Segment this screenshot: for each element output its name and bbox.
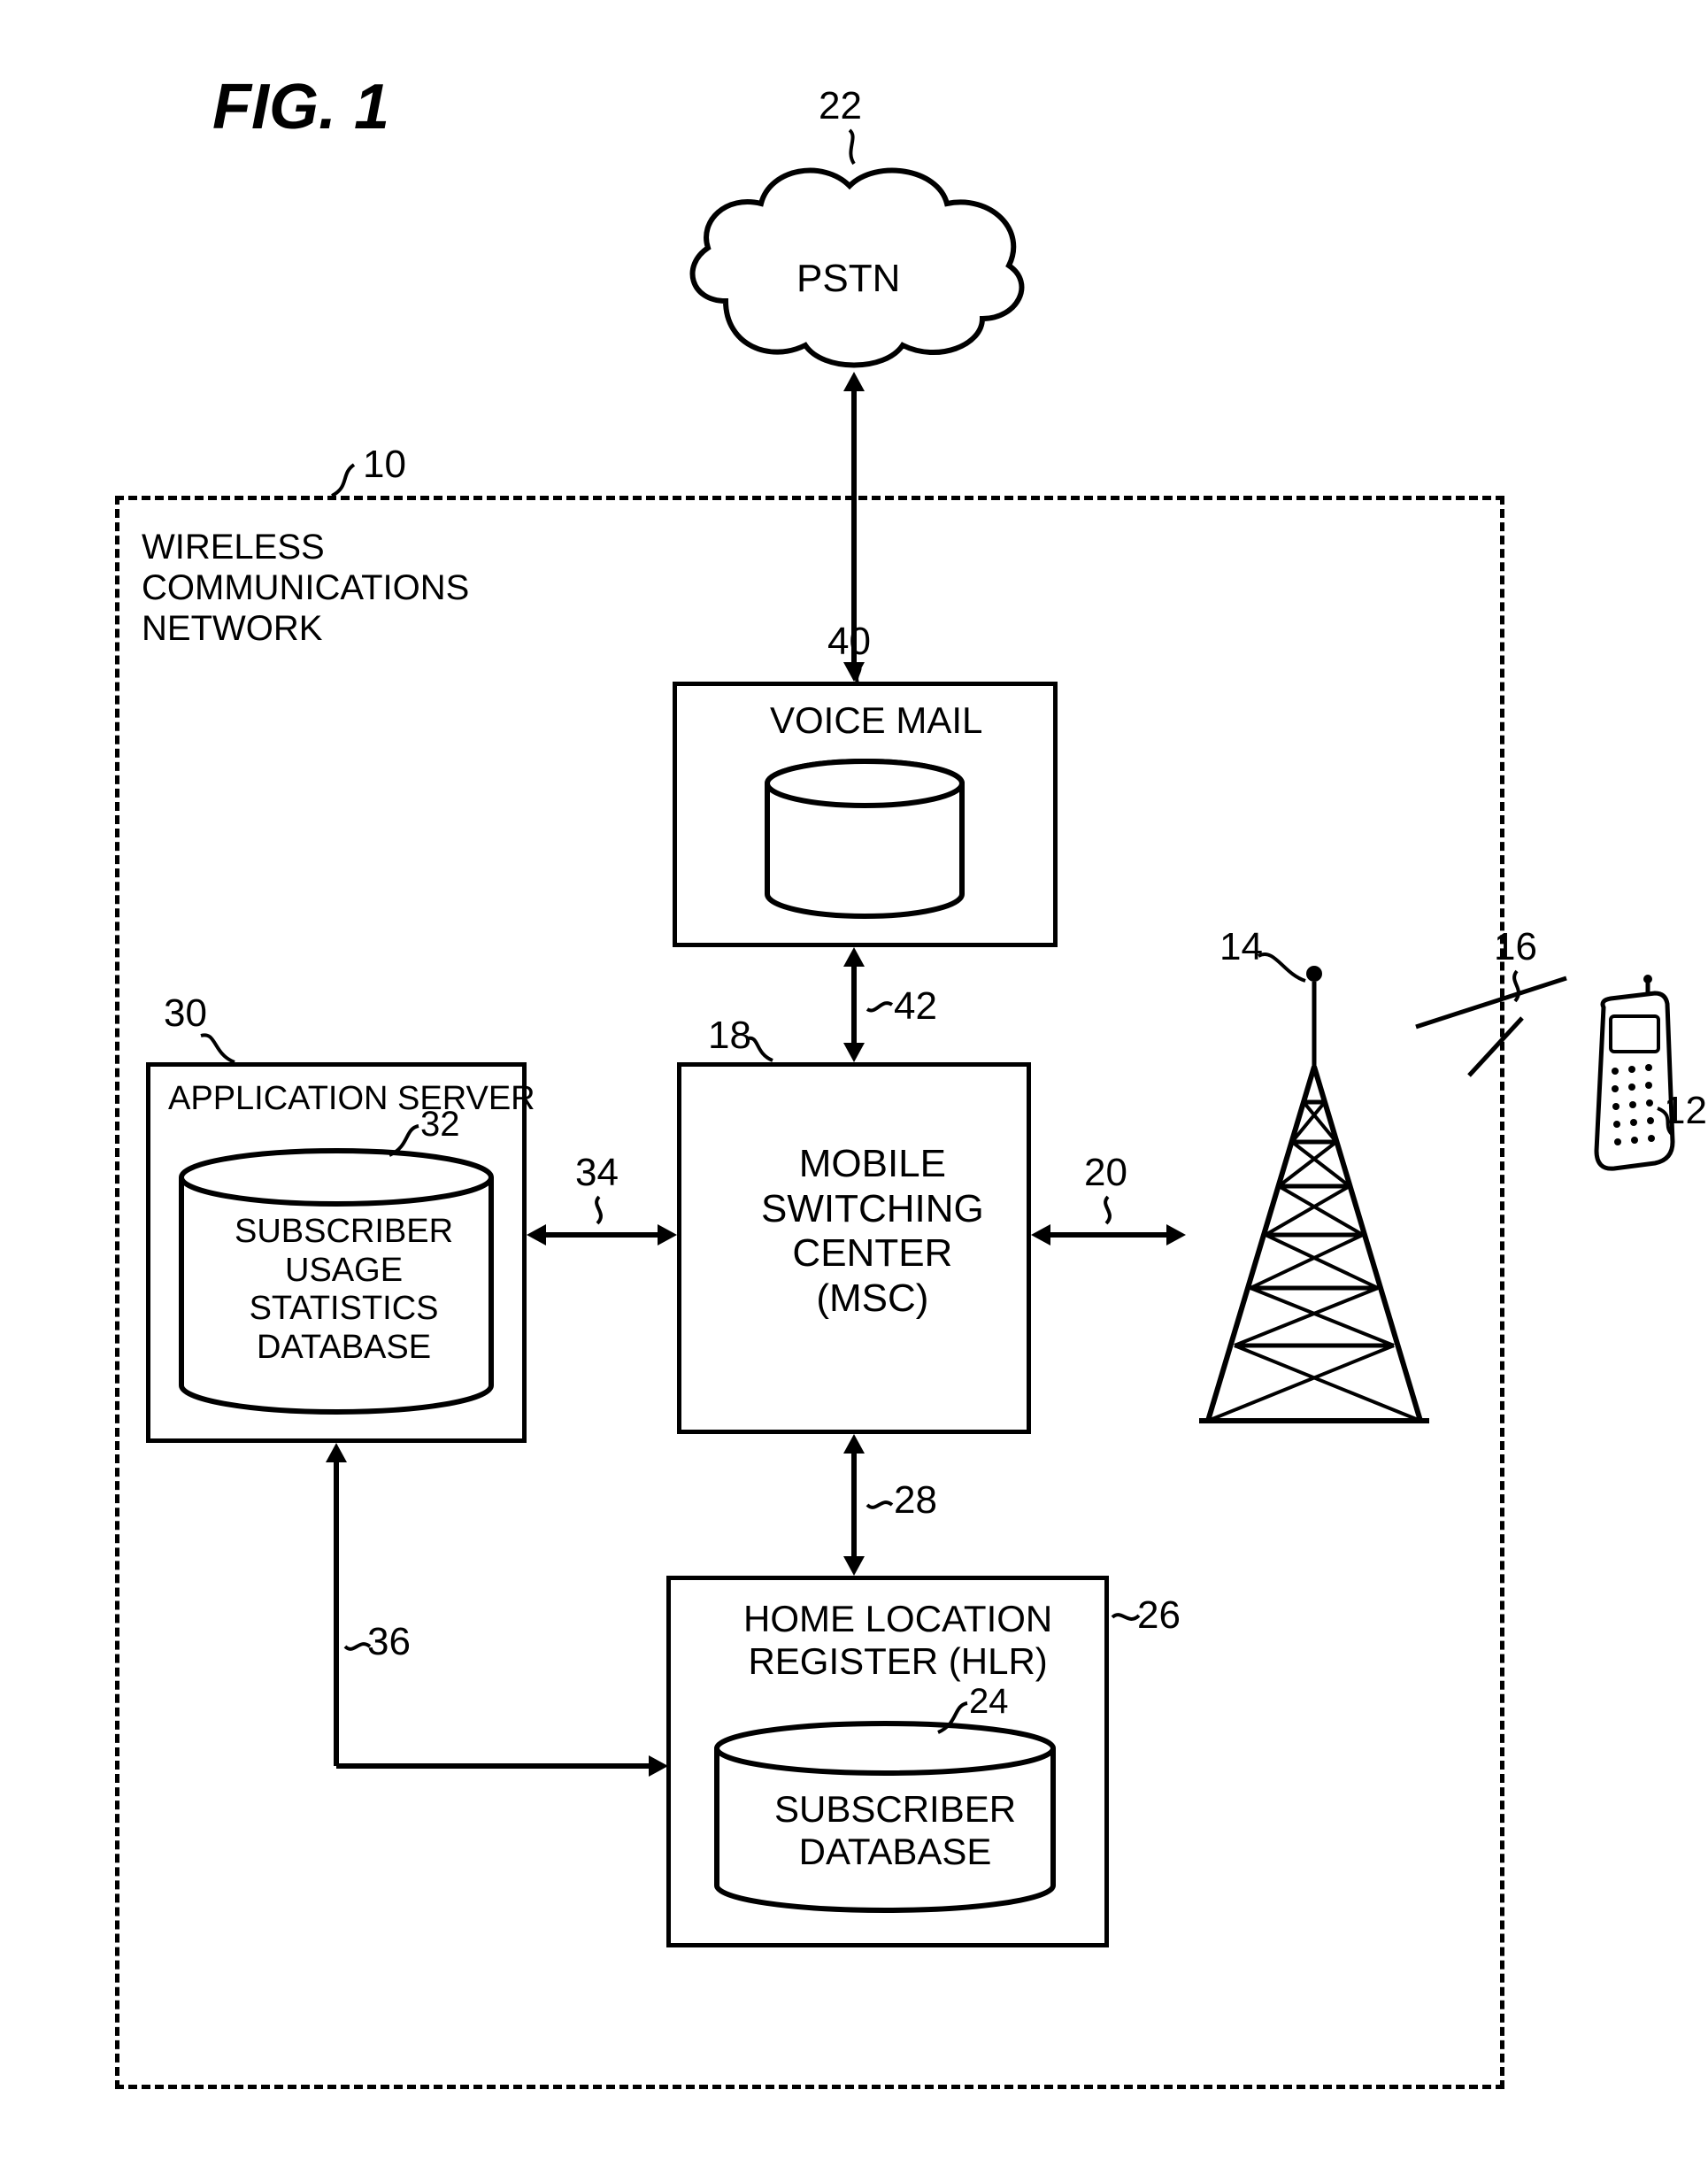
wireless-signal-icon <box>1416 974 1575 1080</box>
leader-20 <box>1097 1195 1124 1226</box>
appserver-db-ref: 32 <box>420 1105 460 1145</box>
phone-icon <box>1584 974 1681 1177</box>
leader-18 <box>746 1034 781 1065</box>
network-label: WIRELESS COMMUNICATIONS NETWORK <box>142 527 469 649</box>
edge-28-ref: 28 <box>894 1478 937 1523</box>
pstn-label: PSTN <box>796 257 900 302</box>
voicemail-label: VOICE MAIL <box>770 699 982 742</box>
figure-title: FIG. 1 <box>212 71 389 143</box>
network-ref: 10 <box>363 443 406 487</box>
pstn-ref: 22 <box>819 84 862 128</box>
tower-icon <box>1181 960 1447 1430</box>
leader-12 <box>1653 1107 1680 1142</box>
leader-34 <box>589 1195 615 1226</box>
appserver-ref: 30 <box>164 991 207 1036</box>
msc-label: MOBILE SWITCHING CENTER (MSC) <box>761 1142 984 1321</box>
leader-14 <box>1257 947 1310 991</box>
leader-42 <box>866 996 896 1022</box>
edge-20-ref: 20 <box>1084 1151 1127 1195</box>
appserver-db-label: SUBSCRIBER USAGE STATISTICS DATABASE <box>235 1213 453 1368</box>
leader-32 <box>385 1124 425 1160</box>
hlr-db-ref: 24 <box>969 1682 1009 1722</box>
msc-ref: 18 <box>708 1014 751 1058</box>
leader-16 <box>1506 969 1533 1005</box>
voicemail-db-icon <box>761 757 969 925</box>
leader-22 <box>841 128 867 173</box>
leader-28 <box>866 1494 896 1521</box>
leader-10 <box>323 460 367 505</box>
hlr-ref: 26 <box>1137 1593 1181 1638</box>
leader-36 <box>343 1636 374 1662</box>
leader-24 <box>934 1701 973 1737</box>
edge-16-ref: 16 <box>1494 925 1537 969</box>
edge-34-ref: 34 <box>575 1151 619 1195</box>
voicemail-ref: 40 <box>827 620 871 664</box>
leader-30 <box>199 1031 243 1067</box>
leader-40 <box>848 662 874 689</box>
hlr-db-label: SUBSCRIBER DATABASE <box>774 1788 1016 1874</box>
arrow-app-hlr <box>314 1443 668 1788</box>
edge-42-ref: 42 <box>894 984 937 1029</box>
hlr-label: HOME LOCATION REGISTER (HLR) <box>743 1598 1052 1684</box>
appserver-label: APPLICATION SERVER <box>168 1080 535 1119</box>
leader-26 <box>1111 1607 1142 1629</box>
